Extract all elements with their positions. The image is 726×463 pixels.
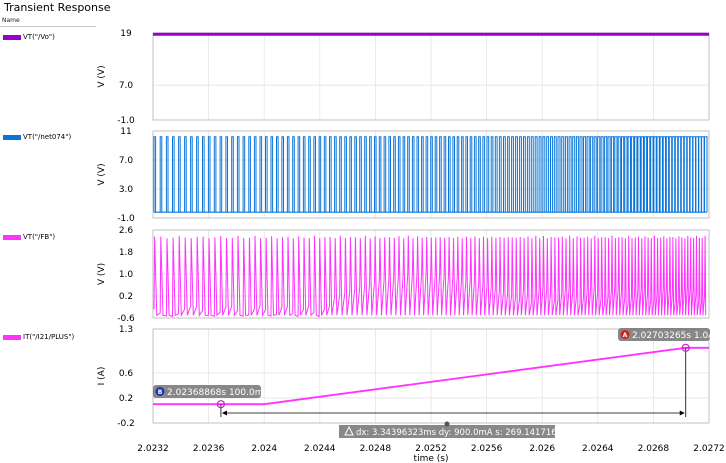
y-tick-label: 0.2 — [119, 394, 133, 404]
y-axis-label: I (A) — [97, 367, 107, 386]
series-line-i21-plus — [153, 346, 709, 406]
legend-swatch — [3, 34, 21, 40]
legend-swatch — [3, 134, 21, 140]
marker-b-label: B 2.02368868s 100.0mA — [153, 385, 270, 398]
delta-label-text: dx: 3.34396323ms dy: 900.0mA s: 269.1417… — [356, 428, 570, 438]
legend-label: VT("/net074") — [23, 133, 72, 141]
x-tick-label: 2.0248 — [360, 444, 392, 454]
delta-label-bg — [339, 425, 555, 438]
x-tick-label: 2.0236 — [193, 444, 225, 454]
x-tick-label: 2.0264 — [582, 444, 614, 454]
y-tick-label: 7.0 — [119, 81, 134, 91]
y-tick-label: 2.6 — [119, 226, 134, 236]
legend-item-net074[interactable]: VT("/net074") — [3, 133, 71, 141]
x-tick-label: 2.0252 — [415, 444, 447, 454]
y-axis-label: V (V) — [97, 163, 107, 185]
y-tick-label: -0.6 — [117, 314, 135, 324]
y-tick-label: 7.0 — [119, 156, 134, 166]
marker-a-point — [681, 343, 690, 352]
marker-a-icon — [620, 330, 630, 339]
panel-frame — [152, 328, 710, 424]
y-tick-label: -1.0 — [117, 116, 135, 126]
x-tick-label: 2.0232 — [137, 444, 169, 454]
panel-frame — [152, 130, 710, 219]
delta-icon — [344, 425, 354, 436]
y-tick-label: 1.8 — [119, 248, 134, 258]
marker-a-label-text: 2.02703265s 1.0A — [632, 331, 715, 341]
marker-b-label-text: 2.02368868s 100.0mA — [167, 388, 270, 398]
name-column-header: Name — [2, 17, 20, 24]
legend-label: VT("/Vo") — [23, 33, 55, 41]
panel-4: 1.3 0.6 0.2 -0.2 I (A) A 2.02703265s 1.0A B 2.02… — [97, 325, 715, 438]
marker-badge-letter: A — [623, 332, 628, 339]
legend-swatch — [3, 334, 21, 340]
x-tick-label: 2.024 — [251, 444, 277, 454]
y-tick-label: -0.2 — [117, 419, 135, 429]
legend-item-fb[interactable]: VT("/FB") — [3, 233, 55, 241]
y-tick-label: -1.0 — [117, 214, 135, 224]
header-divider — [0, 26, 96, 27]
x-axis-label: time (s) — [414, 454, 449, 463]
x-tick-label: 2.0256 — [471, 444, 503, 454]
x-tick-label: 2.0268 — [638, 444, 670, 454]
y-tick-label: 1.0 — [119, 270, 134, 280]
delta-anchor-point — [444, 421, 450, 427]
window-title: Transient Response — [4, 1, 111, 14]
y-tick-label: 19 — [120, 29, 132, 39]
x-tick-label: 2.026 — [529, 444, 555, 454]
y-tick-label: 0.2 — [119, 292, 133, 302]
legend-swatch — [3, 234, 21, 240]
legend-label: VT("/FB") — [23, 233, 56, 241]
x-tick-label: 2.0272 — [693, 444, 725, 454]
legend-item-vo[interactable]: VT("/Vo") — [3, 33, 55, 41]
arrow-left-icon — [221, 410, 227, 416]
series-line-fb — [153, 235, 707, 318]
y-tick-label: 0.6 — [119, 369, 134, 379]
marker-badge-letter: B — [158, 389, 163, 396]
y-axis-label: V (V) — [97, 263, 107, 285]
panel-frame — [152, 229, 710, 319]
marker-a-label-bg — [618, 328, 710, 341]
x-tick-label: 2.0244 — [304, 444, 336, 454]
marker-a-label: A 2.02703265s 1.0A — [618, 328, 715, 341]
panel-2: 11 7.0 3.0 -1.0 V (V) — [97, 127, 710, 224]
marker-b-label-bg — [153, 385, 261, 398]
panel-1: 19 7.0 -1.0 V (V) — [97, 29, 710, 126]
legend-item-i21-plus[interactable]: IT("/I21/PLUS") — [3, 333, 74, 341]
marker-b-icon — [155, 387, 165, 396]
y-axis-label: V (V) — [97, 65, 107, 87]
arrow-right-icon — [679, 410, 685, 416]
y-tick-label: 3.0 — [119, 185, 134, 195]
marker-b-point — [216, 400, 226, 409]
panel-3: 2.6 1.8 1.0 0.2 -0.6 V (V) — [97, 226, 710, 324]
y-tick-label: 11 — [120, 127, 131, 137]
y-tick-label: 1.3 — [119, 325, 133, 335]
delta-label: dx: 3.34396323ms dy: 900.0mA s: 269.1417… — [339, 425, 570, 438]
legend-label: IT("/I21/PLUS") — [23, 333, 75, 341]
series-line-net074 — [153, 136, 708, 213]
